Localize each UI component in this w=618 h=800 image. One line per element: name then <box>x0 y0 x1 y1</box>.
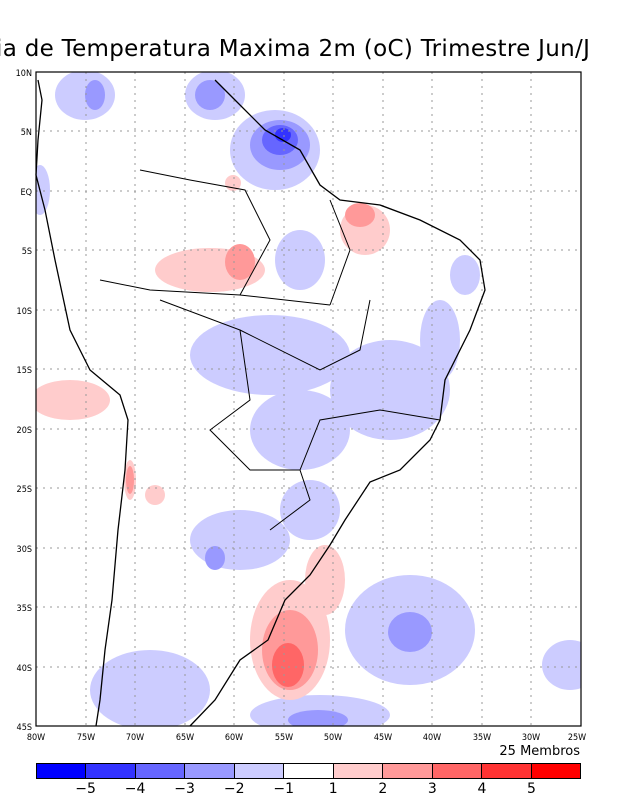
svg-text:45S: 45S <box>17 723 32 733</box>
colorbar-swatch <box>432 764 483 778</box>
svg-text:75W: 75W <box>77 733 95 743</box>
svg-text:55W: 55W <box>275 733 293 743</box>
colorbar-label: −1 <box>273 781 295 797</box>
coastline <box>35 79 486 727</box>
svg-text:5N: 5N <box>21 128 32 138</box>
svg-text:10S: 10S <box>17 307 32 317</box>
svg-text:45W: 45W <box>374 733 392 743</box>
colorbar-label: −2 <box>223 781 245 797</box>
svg-text:5S: 5S <box>22 247 32 257</box>
svg-text:50W: 50W <box>324 733 342 743</box>
colorbar-label: 1 <box>328 781 338 797</box>
svg-text:EQ: EQ <box>21 188 33 198</box>
map-frame <box>35 71 582 727</box>
lon-axis: 80W 75W 70W 65W 60W 55W 50W 45W 40W 35W 30W 25… <box>27 733 586 743</box>
svg-text:10N: 10N <box>16 69 32 79</box>
colorbar-label: −4 <box>124 781 146 797</box>
colorbar-label: 3 <box>427 781 437 797</box>
colorbar-swatch <box>185 764 235 778</box>
svg-text:40W: 40W <box>423 733 441 743</box>
colorbar-swatch <box>234 764 285 778</box>
colorbar-label: 2 <box>378 781 388 797</box>
svg-text:30S: 30S <box>17 545 32 555</box>
colorbar-label: 5 <box>526 781 536 797</box>
anomaly-fields <box>36 72 581 726</box>
svg-text:70W: 70W <box>126 733 144 743</box>
map-title: ia de Temperatura Maxima 2m (oC) Trimest… <box>0 36 591 62</box>
colorbar-label: −5 <box>75 781 96 797</box>
country-borders <box>99 169 441 531</box>
members-label: 25 Membros <box>499 744 580 759</box>
svg-text:30W: 30W <box>522 733 540 743</box>
colorbar-swatch <box>284 764 334 778</box>
svg-text:15S: 15S <box>17 366 32 376</box>
colorbar <box>36 763 581 779</box>
svg-text:35S: 35S <box>17 604 32 614</box>
colorbar-swatch <box>531 764 580 778</box>
colorbar-swatch <box>37 764 87 778</box>
colorbar-swatch <box>135 764 186 778</box>
colorbar-swatch <box>333 764 384 778</box>
colorbar-label: 4 <box>477 781 487 797</box>
colorbar-label: −3 <box>174 781 195 797</box>
lat-axis: 10N 5N EQ 5S 10S 15S 20S 25S 30S 35S 40S 45S <box>16 69 32 733</box>
svg-text:25S: 25S <box>17 485 32 495</box>
svg-text:80W: 80W <box>27 733 45 743</box>
svg-text:65W: 65W <box>176 733 194 743</box>
svg-text:40S: 40S <box>17 664 32 674</box>
colorbar-swatch <box>482 764 532 778</box>
svg-text:25W: 25W <box>568 733 586 743</box>
colorbar-swatch <box>383 764 433 778</box>
svg-text:60W: 60W <box>225 733 243 743</box>
colorbar-swatch <box>86 764 136 778</box>
svg-text:20S: 20S <box>17 426 32 436</box>
svg-text:35W: 35W <box>473 733 491 743</box>
